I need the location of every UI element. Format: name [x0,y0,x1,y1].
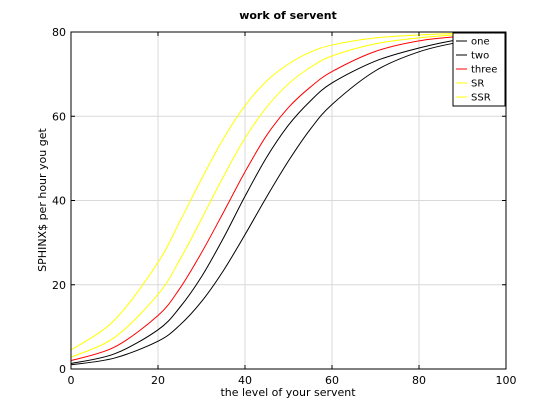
x-tick-label: 20 [151,374,165,387]
y-tick-label: 40 [52,195,66,208]
legend-label-two: two [471,51,489,62]
x-tick-label: 60 [325,374,339,387]
y-tick-label: 60 [52,110,66,123]
series-line-one [70,36,507,366]
y-tick-label: 0 [59,363,66,376]
series-line-sr [70,32,507,358]
legend-label-ssr: SSR [471,93,491,104]
series-line-two [70,34,507,365]
series-line-ssr [70,31,507,351]
plot-lines [70,31,507,366]
legend-label-one: one [471,37,490,48]
x-axis-ticks: 0 20 40 60 80 100 [68,32,517,387]
y-tick-label: 20 [52,279,66,292]
y-axis-label: SPHINX$ per hour you get [36,128,49,272]
x-tick-label: 80 [412,374,426,387]
x-tick-label: 100 [496,374,517,387]
legend-label-sr: SR [471,79,484,90]
y-tick-label: 80 [52,26,66,39]
series-line-three [70,33,507,362]
x-tick-label: 40 [238,374,252,387]
x-tick-label: 0 [68,374,75,387]
y-axis-ticks: 0 20 40 60 80 [52,26,506,376]
x-axis-label: the level of your servent [220,386,356,399]
chart-title: work of servent [239,9,337,22]
legend: one two three SR SSR [452,32,506,107]
legend-label-three: three [471,65,497,76]
